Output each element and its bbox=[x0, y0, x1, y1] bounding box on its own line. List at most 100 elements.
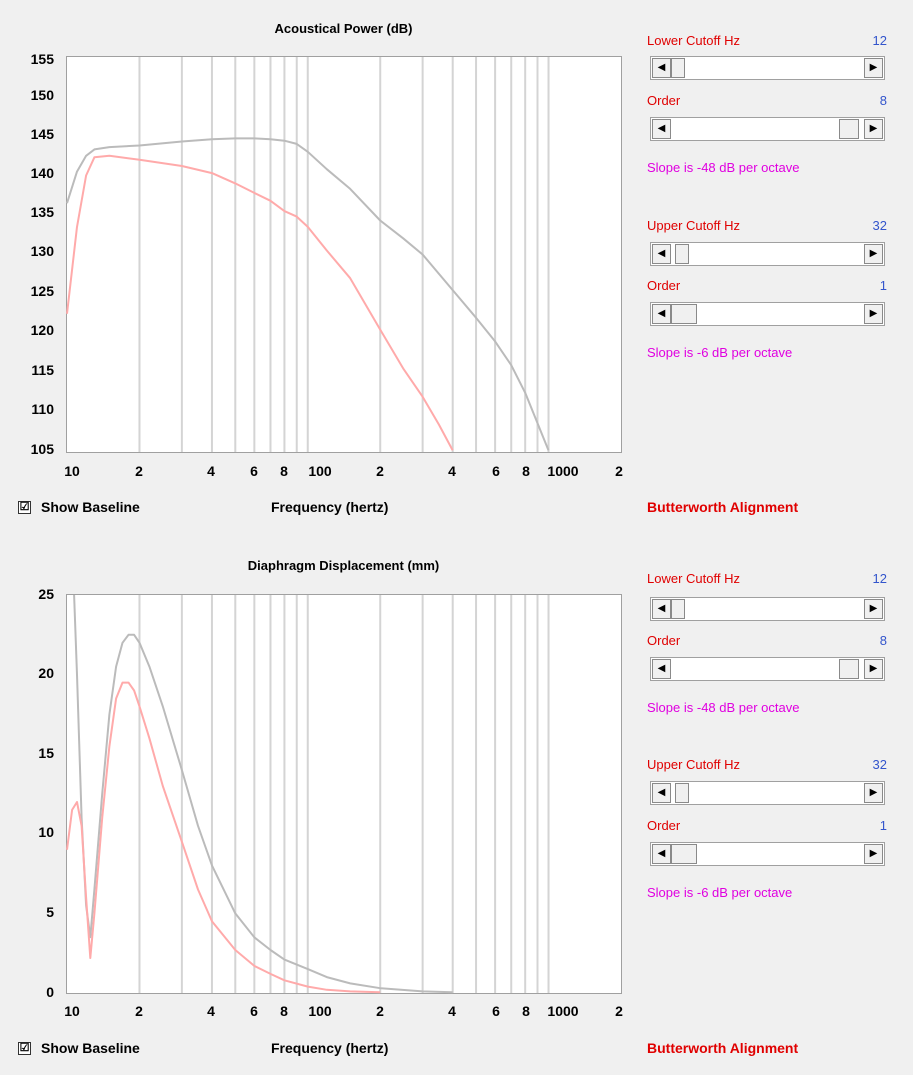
upper-order-label: Order bbox=[647, 278, 681, 293]
alignment-label: Butterworth Alignment bbox=[647, 1040, 799, 1056]
plot-background bbox=[66, 56, 622, 453]
scroll-thumb[interactable] bbox=[839, 119, 859, 139]
x-tick: 10 bbox=[64, 463, 80, 479]
upper-slope-text: Slope is -6 dB per octave bbox=[647, 345, 793, 360]
y-tick: 120 bbox=[30, 322, 54, 338]
show-baseline-label: Show Baseline bbox=[41, 499, 140, 515]
power-x-axis-label: Frequency (hertz) bbox=[271, 499, 389, 515]
upper-cutoff-scrollbar[interactable]: ◀ ▶ bbox=[650, 242, 885, 266]
scroll-right-arrow-icon[interactable]: ▶ bbox=[864, 58, 883, 78]
x-tick: 2 bbox=[615, 463, 623, 479]
baseline-series-line bbox=[73, 594, 453, 994]
y-tick: 155 bbox=[30, 51, 54, 67]
checkbox-check-icon[interactable]: ☑ bbox=[18, 500, 31, 514]
y-tick: 15 bbox=[38, 745, 54, 761]
y-tick: 110 bbox=[31, 401, 54, 417]
show-baseline-label: Show Baseline bbox=[41, 1040, 140, 1056]
x-tick: 8 bbox=[522, 1003, 530, 1019]
scroll-thumb[interactable] bbox=[675, 783, 689, 803]
x-tick: 8 bbox=[280, 1003, 288, 1019]
scroll-left-arrow-icon[interactable]: ◀ bbox=[652, 58, 671, 78]
scroll-right-arrow-icon[interactable]: ▶ bbox=[864, 783, 883, 803]
upper-cutoff-label: Upper Cutoff Hz bbox=[647, 757, 740, 772]
upper-order-value: 1 bbox=[879, 278, 887, 293]
scroll-left-arrow-icon[interactable]: ◀ bbox=[652, 119, 671, 139]
x-tick: 2 bbox=[376, 1003, 384, 1019]
scroll-left-arrow-icon[interactable]: ◀ bbox=[652, 844, 671, 864]
y-tick: 10 bbox=[38, 824, 54, 840]
upper-cutoff-scrollbar[interactable]: ◀ ▶ bbox=[650, 781, 885, 805]
x-tick: 4 bbox=[207, 1003, 215, 1019]
lower-order-scrollbar[interactable]: ◀ ▶ bbox=[650, 657, 885, 681]
scroll-right-arrow-icon[interactable]: ▶ bbox=[864, 244, 883, 264]
lower-order-label: Order bbox=[647, 93, 681, 108]
lower-slope-text: Slope is -48 dB per octave bbox=[647, 160, 800, 175]
upper-order-scrollbar[interactable]: ◀ ▶ bbox=[650, 302, 885, 326]
displacement-plot-area bbox=[66, 594, 622, 994]
power-chart-title: Acoustical Power (dB) bbox=[274, 21, 413, 36]
scroll-thumb[interactable] bbox=[671, 844, 697, 864]
upper-order-scrollbar[interactable]: ◀ ▶ bbox=[650, 842, 885, 866]
scroll-left-arrow-icon[interactable]: ◀ bbox=[652, 783, 671, 803]
lower-cutoff-scrollbar[interactable]: ◀ ▶ bbox=[650, 597, 885, 621]
scroll-left-arrow-icon[interactable]: ◀ bbox=[652, 244, 671, 264]
upper-cutoff-label: Upper Cutoff Hz bbox=[647, 218, 740, 233]
scroll-right-arrow-icon[interactable]: ▶ bbox=[864, 844, 883, 864]
scroll-left-arrow-icon[interactable]: ◀ bbox=[652, 599, 671, 619]
response-series-line bbox=[66, 681, 381, 994]
scroll-thumb[interactable] bbox=[675, 244, 689, 264]
y-tick: 115 bbox=[31, 362, 54, 378]
show-baseline-checkbox[interactable]: ☑ Show Baseline bbox=[18, 499, 140, 515]
y-tick: 150 bbox=[30, 87, 54, 103]
lower-slope-text: Slope is -48 dB per octave bbox=[647, 700, 800, 715]
y-tick: 140 bbox=[30, 165, 54, 181]
show-baseline-checkbox[interactable]: ☑ Show Baseline bbox=[18, 1040, 140, 1056]
scroll-right-arrow-icon[interactable]: ▶ bbox=[864, 659, 883, 679]
x-tick: 1000 bbox=[547, 1003, 579, 1019]
x-tick: 6 bbox=[250, 463, 258, 479]
scroll-thumb[interactable] bbox=[671, 304, 697, 324]
displacement-chart-title: Diaphragm Displacement (mm) bbox=[247, 558, 440, 573]
displacement-x-axis-label: Frequency (hertz) bbox=[271, 1040, 389, 1056]
lower-cutoff-label: Lower Cutoff Hz bbox=[647, 33, 740, 48]
upper-order-value: 1 bbox=[879, 818, 887, 833]
lower-order-label: Order bbox=[647, 633, 681, 648]
x-tick: 8 bbox=[522, 463, 530, 479]
scroll-right-arrow-icon[interactable]: ▶ bbox=[864, 119, 883, 139]
y-tick: 135 bbox=[30, 204, 54, 220]
x-tick: 1000 bbox=[547, 463, 579, 479]
scroll-right-arrow-icon[interactable]: ▶ bbox=[864, 599, 883, 619]
scroll-left-arrow-icon[interactable]: ◀ bbox=[652, 659, 671, 679]
x-tick: 2 bbox=[615, 1003, 623, 1019]
response-series-line bbox=[66, 154, 454, 451]
scroll-thumb[interactable] bbox=[839, 659, 859, 679]
x-tick: 4 bbox=[448, 463, 456, 479]
scroll-right-arrow-icon[interactable]: ▶ bbox=[864, 304, 883, 324]
lower-cutoff-value: 12 bbox=[872, 33, 887, 48]
y-tick: 5 bbox=[46, 904, 54, 920]
y-tick: 20 bbox=[38, 665, 54, 681]
lower-cutoff-scrollbar[interactable]: ◀ ▶ bbox=[650, 56, 885, 80]
scroll-thumb[interactable] bbox=[671, 599, 685, 619]
lower-cutoff-label: Lower Cutoff Hz bbox=[647, 571, 740, 586]
y-tick: 105 bbox=[30, 441, 54, 457]
x-tick: 6 bbox=[492, 463, 500, 479]
lower-order-scrollbar[interactable]: ◀ ▶ bbox=[650, 117, 885, 141]
upper-order-label: Order bbox=[647, 818, 681, 833]
x-tick: 100 bbox=[308, 463, 332, 479]
baseline-series-line bbox=[66, 137, 550, 451]
x-tick: 100 bbox=[308, 1003, 332, 1019]
y-tick: 25 bbox=[38, 586, 54, 602]
x-tick: 4 bbox=[207, 463, 215, 479]
x-tick: 8 bbox=[280, 463, 288, 479]
lower-order-value: 8 bbox=[879, 93, 887, 108]
checkbox-check-icon[interactable]: ☑ bbox=[18, 1041, 31, 1055]
x-tick: 4 bbox=[448, 1003, 456, 1019]
y-tick: 125 bbox=[30, 283, 54, 299]
x-tick: 6 bbox=[250, 1003, 258, 1019]
scroll-left-arrow-icon[interactable]: ◀ bbox=[652, 304, 671, 324]
lower-cutoff-value: 12 bbox=[872, 571, 887, 586]
x-tick: 2 bbox=[135, 463, 143, 479]
x-tick: 2 bbox=[135, 1003, 143, 1019]
scroll-thumb[interactable] bbox=[671, 58, 685, 78]
